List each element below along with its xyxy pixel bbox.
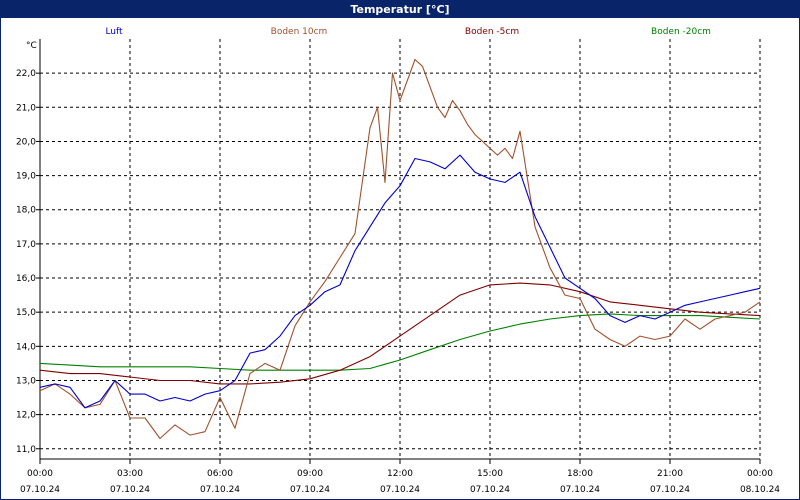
x-tick-label-date: 07.10.24: [560, 485, 600, 495]
y-tick-label: 21,0: [16, 103, 36, 113]
x-tick-label-date: 07.10.24: [290, 485, 330, 495]
y-tick-label: 19,0: [16, 172, 36, 182]
x-tick-label-date: 07.10.24: [20, 485, 60, 495]
y-tick-label: 14,0: [16, 342, 36, 352]
x-tick-label-date: 07.10.24: [470, 485, 510, 495]
y-tick-label: 12,0: [16, 411, 36, 421]
x-tick-label-time: 00:00: [747, 469, 773, 479]
y-tick-label: 15,0: [16, 308, 36, 318]
y-tick-label: 17,0: [16, 240, 36, 250]
x-tick-label-date: 07.10.24: [110, 485, 150, 495]
y-tick-label: 11,0: [16, 445, 36, 455]
x-tick-label-time: 21:00: [657, 469, 683, 479]
legend-entry: Boden -20cm: [651, 27, 711, 37]
legend-entry: Boden -5cm: [465, 27, 519, 37]
y-axis-unit-label: °C: [26, 41, 37, 51]
x-tick-label-date: 07.10.24: [380, 485, 420, 495]
legend-entry: Luft: [105, 27, 123, 37]
legend-entry: Boden 10cm: [271, 27, 328, 37]
x-tick-label-time: 15:00: [477, 469, 503, 479]
y-tick-label: 22,0: [16, 69, 36, 79]
y-tick-label: 13,0: [16, 376, 36, 386]
series-line-luft: [39, 154, 761, 409]
x-tick-label-time: 18:00: [567, 469, 593, 479]
y-tick-label: 16,0: [16, 274, 36, 284]
x-tick-label-time: 09:00: [297, 469, 323, 479]
x-tick-label-date: 07.10.24: [200, 485, 240, 495]
x-tick-label-date: 08.10.24: [740, 485, 780, 495]
x-tick-label-time: 03:00: [117, 469, 143, 479]
x-tick-label-time: 12:00: [387, 469, 413, 479]
x-tick-label-time: 00:00: [27, 469, 53, 479]
series-line-boden-10cm: [39, 58, 761, 440]
y-tick-label: 18,0: [16, 206, 36, 216]
window-title: Temperatur [°C]: [1, 1, 799, 18]
x-tick-label-time: 06:00: [207, 469, 233, 479]
x-tick-label-date: 07.10.24: [650, 485, 690, 495]
series-line-boden-5cm: [39, 282, 761, 385]
y-tick-label: 20,0: [16, 137, 36, 147]
